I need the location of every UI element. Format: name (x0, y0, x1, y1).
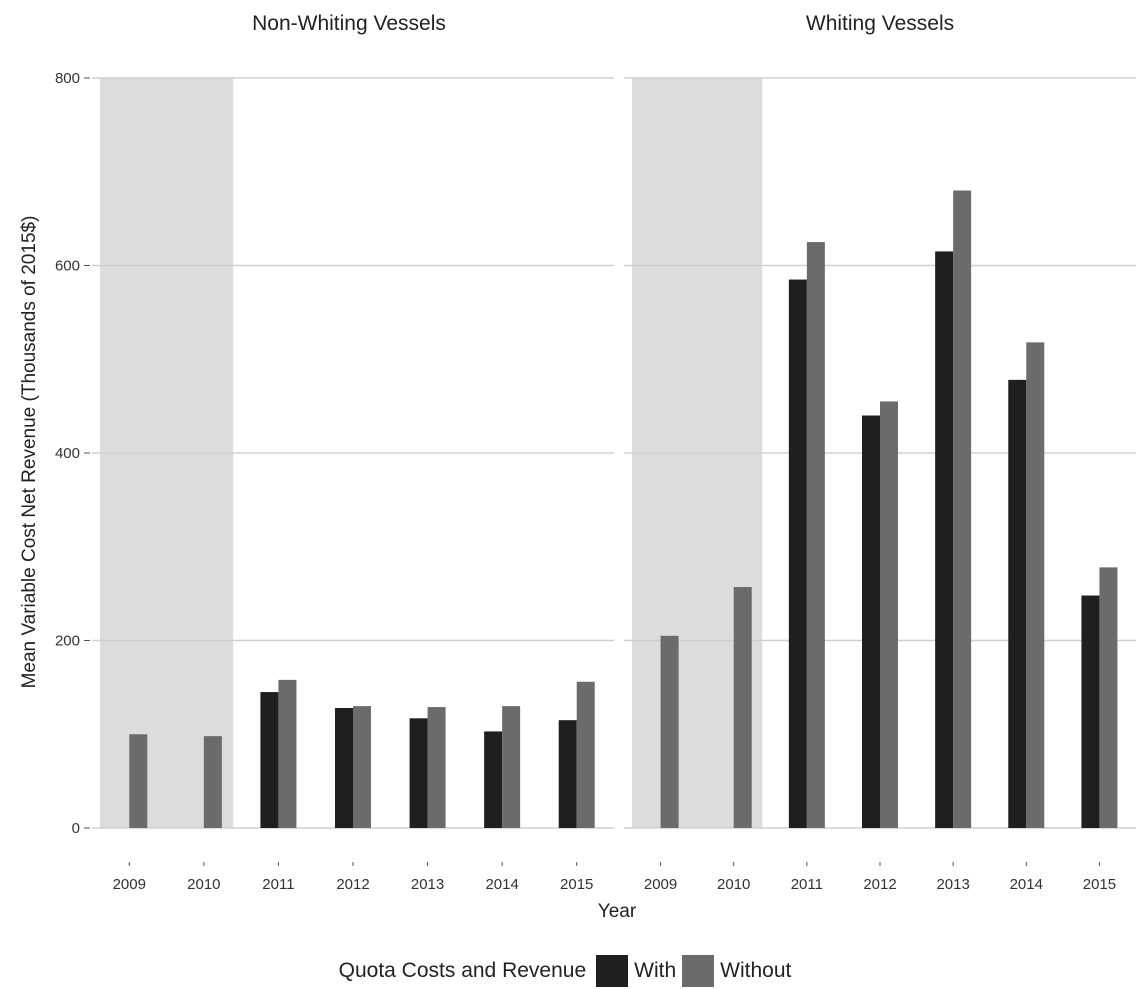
legend-item-without: Without (682, 955, 791, 987)
bar-with (409, 718, 428, 828)
x-tick-label: 2013 (411, 876, 444, 893)
bar-without (1026, 342, 1045, 828)
bar-without (129, 734, 148, 828)
y-tick-label: 400 (55, 445, 80, 462)
bar-with (1008, 379, 1027, 828)
bar-without (953, 190, 972, 828)
x-tick-label: 2015 (1083, 876, 1116, 893)
x-tick-label: 2012 (863, 876, 896, 893)
legend-title: Quota Costs and Revenue (338, 959, 587, 982)
bar-without (806, 242, 825, 828)
y-tick-label: 0 (72, 820, 80, 837)
bar-with (558, 720, 577, 828)
bar-with (1081, 595, 1100, 828)
bar-without (1099, 567, 1118, 828)
legend-swatch-with (596, 955, 629, 987)
bar-without (733, 587, 752, 828)
legend-label-without: Without (720, 959, 792, 982)
chart: Non-Whiting Vessels 2009 2010 2011 2012 2013 2… (19, 12, 1136, 922)
x-tick-label: 2012 (336, 876, 369, 893)
legend: Quota Costs and Revenue With Without (0, 953, 1136, 989)
panel-title: Non-Whiting Vessels (252, 12, 446, 35)
x-tick-label: 2011 (791, 876, 823, 893)
bar-with (788, 279, 807, 828)
bar-with (935, 251, 954, 828)
x-tick-label: 2010 (717, 876, 750, 893)
x-tick-label: 2014 (1010, 876, 1043, 893)
panel-title: Whiting Vessels (806, 12, 954, 35)
y-axis-title: Mean Variable Cost Net Revenue (Thousand… (19, 216, 40, 689)
bar-without (203, 736, 222, 828)
bar-without (880, 401, 898, 828)
x-tick-label: 2014 (485, 876, 518, 893)
bar-with (260, 692, 279, 828)
legend-swatch-without (682, 955, 715, 987)
x-tick-label: 2010 (187, 876, 220, 893)
bar-with (484, 731, 503, 828)
bar-without (427, 707, 446, 828)
bar-with (335, 708, 353, 828)
x-tick-label: 2011 (262, 876, 294, 893)
bar-without (278, 679, 297, 828)
bar-without (660, 635, 679, 828)
x-tick-label: 2009 (113, 876, 146, 893)
y-tick-label: 800 (55, 70, 80, 87)
legend-label-with: With (634, 959, 677, 982)
x-tick-label: 2009 (644, 876, 677, 893)
legend-item-with: With (596, 955, 676, 987)
bar-without (502, 706, 521, 828)
y-tick-label: 200 (55, 633, 80, 650)
bar-without (576, 681, 595, 828)
y-tick-label: 600 (55, 258, 80, 275)
x-axis-title: Year (598, 901, 637, 922)
x-tick-label: 2013 (936, 876, 969, 893)
x-tick-label: 2015 (560, 876, 593, 893)
bar-without (353, 706, 371, 828)
bar-with (862, 415, 880, 828)
